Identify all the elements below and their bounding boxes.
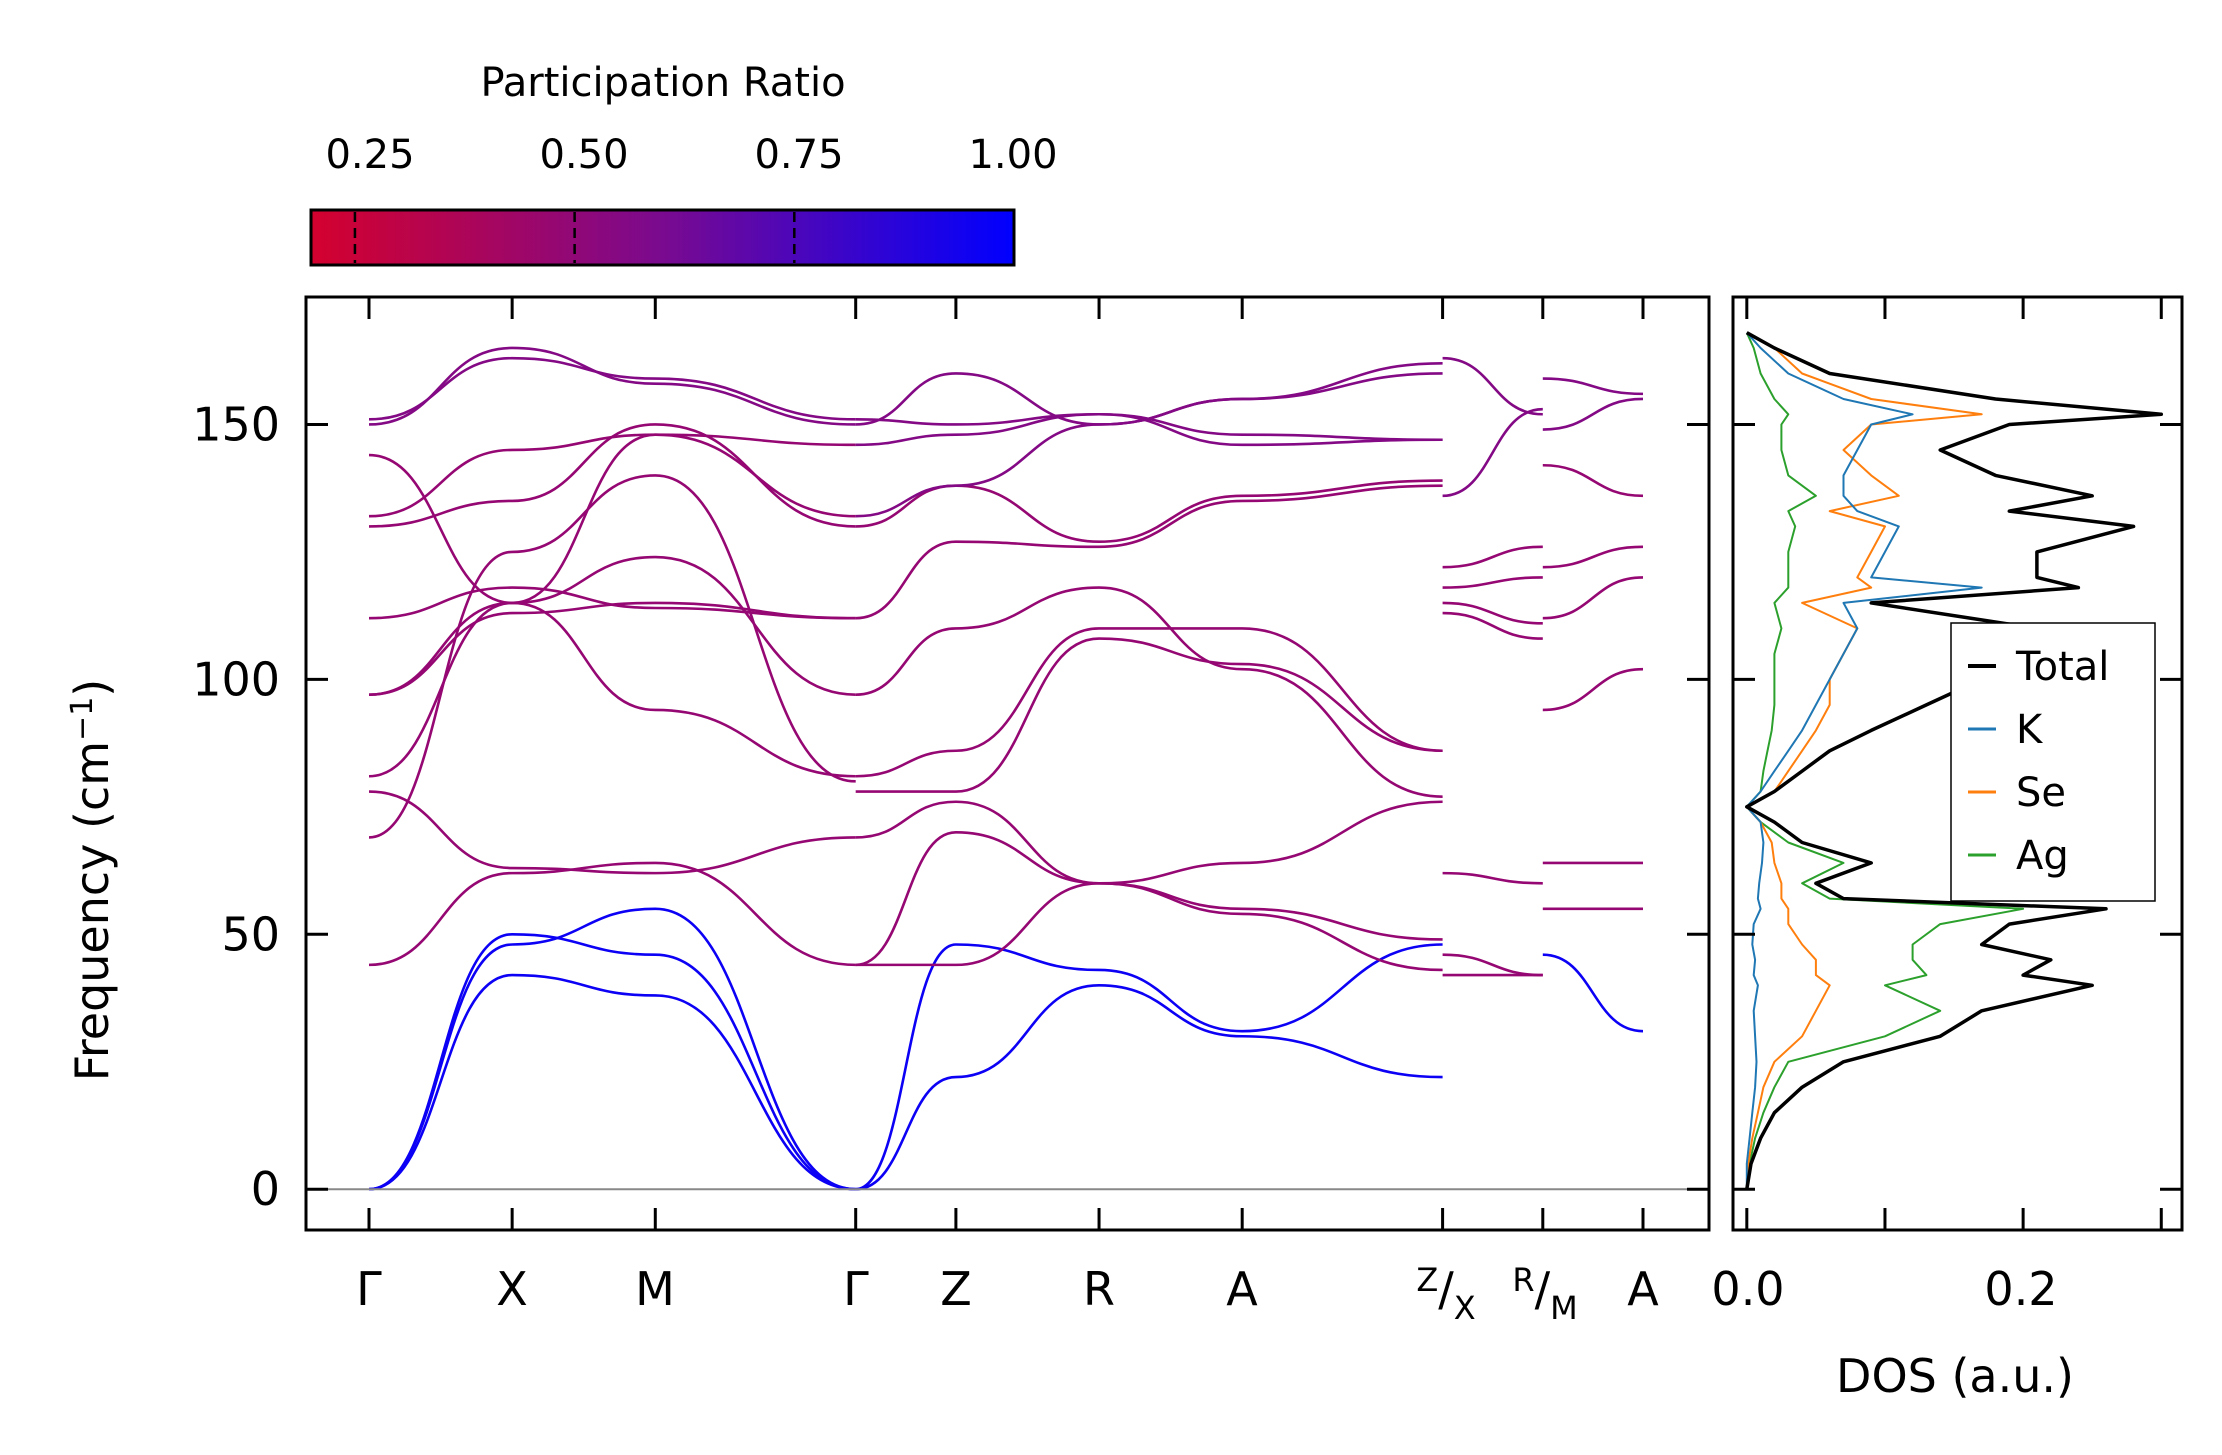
kpoint-label: Γ (843, 1262, 869, 1316)
band-line (1542, 463, 1644, 498)
band-line (1442, 601, 1543, 625)
y-axis-label: Frequency (cm−1) (65, 679, 119, 1082)
band-line (855, 372, 1443, 518)
colorbar-ticks (353, 212, 796, 263)
band-axes-box (304, 295, 1711, 1232)
band-line (1442, 871, 1543, 885)
band-line (1542, 667, 1644, 712)
x-tick-label: 0.0 (1711, 1262, 1784, 1316)
legend-label: Se (2016, 770, 2066, 816)
band-frame (304, 295, 1711, 1232)
band-line (368, 586, 856, 620)
band-line (1542, 545, 1644, 569)
y-axis-label-main: Frequency (cm (65, 741, 119, 1081)
band-line (368, 790, 856, 875)
kpoint-label-combo: Z/X (1416, 1261, 1475, 1327)
band-line (368, 601, 856, 778)
band-structure-panel: 0 50 100 150 Frequency (cm−1) Γ X M Γ Z … (65, 295, 1711, 1327)
y-axis-label-close: ) (65, 679, 119, 697)
y-tick-label: 150 (192, 397, 280, 451)
colorbar-tick-label: 1.00 (968, 132, 1057, 178)
kpoint-label: A (1627, 1262, 1659, 1316)
dos-line (1745, 332, 1983, 1190)
band-line (1542, 397, 1644, 431)
band-line (855, 943, 1443, 1191)
band-line (368, 356, 856, 421)
legend-label: Ag (2016, 833, 2069, 879)
colorbar: Participation Ratio 0.25 0.50 0.75 1.00 (309, 60, 1058, 267)
kpoint-combo-sup: R (1512, 1261, 1534, 1299)
band-line (855, 627, 1443, 778)
dos-panel: 0.0 0.2 DOS (a.u.) Total K Se Ag (1711, 295, 2184, 1403)
band-line (1442, 356, 1543, 416)
x-tick-label: 0.2 (1984, 1262, 2057, 1316)
kpoint-combo-base: M (1550, 1289, 1578, 1327)
kpoint-label-combo: R/M (1512, 1261, 1577, 1327)
band-line (368, 433, 856, 518)
dos-frame (1731, 295, 2184, 1232)
band-line (855, 412, 1443, 447)
band-line (1542, 377, 1644, 396)
band-line (1542, 953, 1644, 1033)
kpoint-combo-sup: Z (1416, 1261, 1438, 1299)
band-line (368, 601, 856, 696)
band-line (368, 433, 856, 605)
dos-lines (1745, 331, 2164, 1190)
band-line (368, 973, 856, 1191)
band-line (855, 361, 1443, 426)
y-tick-label: 50 (221, 907, 280, 961)
legend: Total K Se Ag (1950, 622, 2156, 902)
dos-line (1745, 332, 2025, 1190)
band-line (855, 479, 1443, 544)
band-line (1442, 611, 1543, 640)
band-line (368, 346, 856, 426)
kpoint-labels: Γ X M Γ Z R A Z/X R/M A (356, 1261, 1659, 1327)
kpoint-label: A (1226, 1262, 1258, 1316)
kpoint-label: M (635, 1262, 675, 1316)
legend-label: K (2016, 707, 2044, 753)
band-line (855, 800, 1443, 885)
band-line (855, 983, 1443, 1191)
band-line (1442, 545, 1543, 569)
band-line (855, 637, 1443, 793)
dos-axes-box (1731, 295, 2184, 1232)
band-line (368, 555, 856, 696)
y-tick-label: 100 (192, 652, 280, 706)
colorbar-gradient (309, 208, 1016, 267)
dos-line (1745, 331, 2164, 1190)
dos-line (1745, 331, 1983, 1190)
y-tick-label: 0 (251, 1162, 280, 1216)
y-axis-label-sup: −1 (65, 697, 100, 741)
band-line (1442, 407, 1543, 498)
band-lines (368, 346, 1644, 1191)
kpoint-label: X (496, 1262, 528, 1316)
legend-label: Total (2015, 644, 2109, 690)
colorbar-title: Participation Ratio (480, 60, 845, 106)
band-line (368, 474, 856, 839)
colorbar-tick-label: 0.75 (754, 132, 843, 178)
band-line (855, 586, 1443, 798)
colorbar-tick-label: 0.25 (325, 132, 414, 178)
kpoint-label: Γ (356, 1262, 382, 1316)
band-line (368, 907, 856, 1191)
kpoint-label: R (1083, 1262, 1115, 1316)
band-line (855, 484, 1443, 620)
band-line (1542, 576, 1644, 620)
colorbar-tick-label: 0.50 (539, 132, 628, 178)
band-line (855, 831, 1443, 967)
band-line (368, 861, 856, 967)
kpoint-combo-sep: / (1438, 1262, 1454, 1316)
kpoint-combo-base: X (1454, 1289, 1476, 1327)
y-tick-labels: 0 50 100 150 (192, 397, 280, 1216)
band-line (368, 423, 856, 528)
kpoint-label: Z (940, 1262, 972, 1316)
x-axis-label: DOS (a.u.) (1836, 1349, 2074, 1403)
band-line (1442, 576, 1543, 589)
kpoint-combo-sep: / (1535, 1262, 1551, 1316)
band-line (1442, 953, 1543, 977)
